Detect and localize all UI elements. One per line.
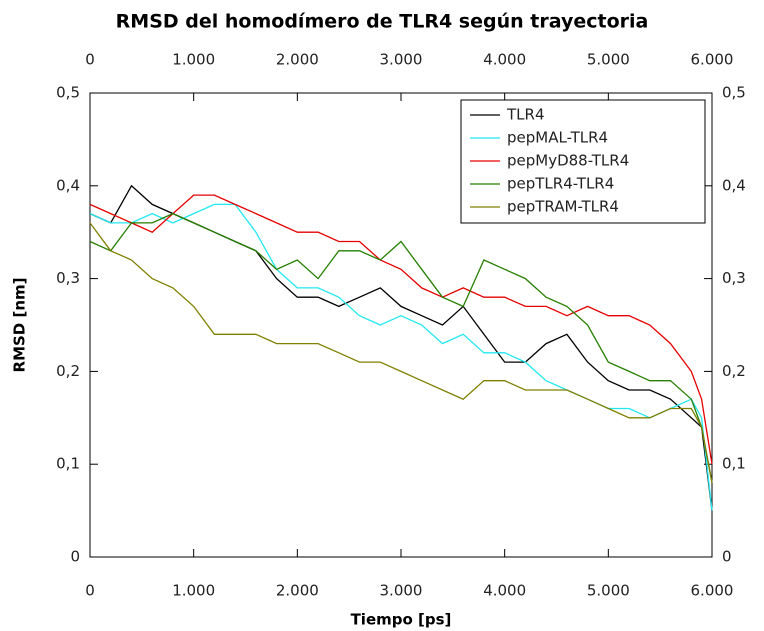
y-tick-label: 0,5	[56, 84, 80, 102]
x-tick-label: 2.000	[276, 582, 319, 600]
y-tick-label: 0,4	[56, 176, 80, 194]
chart-title: RMSD del homodímero de TLR4 según trayec…	[116, 11, 649, 33]
y-axis-label: RMSD [nm]	[11, 278, 29, 373]
x-tick-label-top: 5.000	[587, 51, 630, 69]
x-tick-label-top: 6.000	[691, 51, 734, 69]
x-tick-label: 0	[85, 582, 95, 600]
x-tick-label-top: 3.000	[380, 51, 423, 69]
legend-label: pepTLR4-TLR4	[507, 175, 614, 193]
y-tick-label-right: 0,5	[722, 84, 746, 102]
legend-box	[460, 99, 706, 224]
y-tick-label-right: 0,3	[722, 269, 746, 287]
x-tick-label: 6.000	[691, 582, 734, 600]
series-line	[89, 212, 713, 483]
y-tick-label-right: 0,2	[722, 362, 746, 380]
series-line	[89, 184, 713, 511]
legend-label: pepTRAM-TLR4	[507, 198, 619, 216]
y-tick-label-right: 0	[722, 548, 732, 566]
x-axis-label: Tiempo [ps]	[351, 611, 452, 629]
x-tick-label: 3.000	[380, 582, 423, 600]
y-tick-label: 0,1	[56, 455, 80, 473]
x-tick-label-top: 0	[85, 51, 95, 69]
y-tick-label: 0,2	[56, 362, 80, 380]
x-tick-label: 5.000	[587, 582, 630, 600]
y-tick-label: 0	[70, 548, 80, 566]
legend-label: pepMyD88-TLR4	[507, 152, 629, 170]
legend-label: pepMAL-TLR4	[507, 129, 608, 147]
y-tick-label-right: 0,4	[722, 176, 746, 194]
x-tick-label: 1.000	[172, 582, 215, 600]
x-tick-label-top: 4.000	[483, 51, 526, 69]
x-tick-label-top: 2.000	[276, 51, 319, 69]
series-line	[89, 194, 713, 465]
legend-label: TLR4	[506, 106, 545, 124]
series-line	[89, 203, 713, 511]
y-tick-label-right: 0,1	[722, 455, 746, 473]
x-tick-label: 4.000	[483, 582, 526, 600]
series-line	[89, 222, 713, 483]
x-tick-label-top: 1.000	[172, 51, 215, 69]
y-tick-label: 0,3	[56, 269, 80, 287]
